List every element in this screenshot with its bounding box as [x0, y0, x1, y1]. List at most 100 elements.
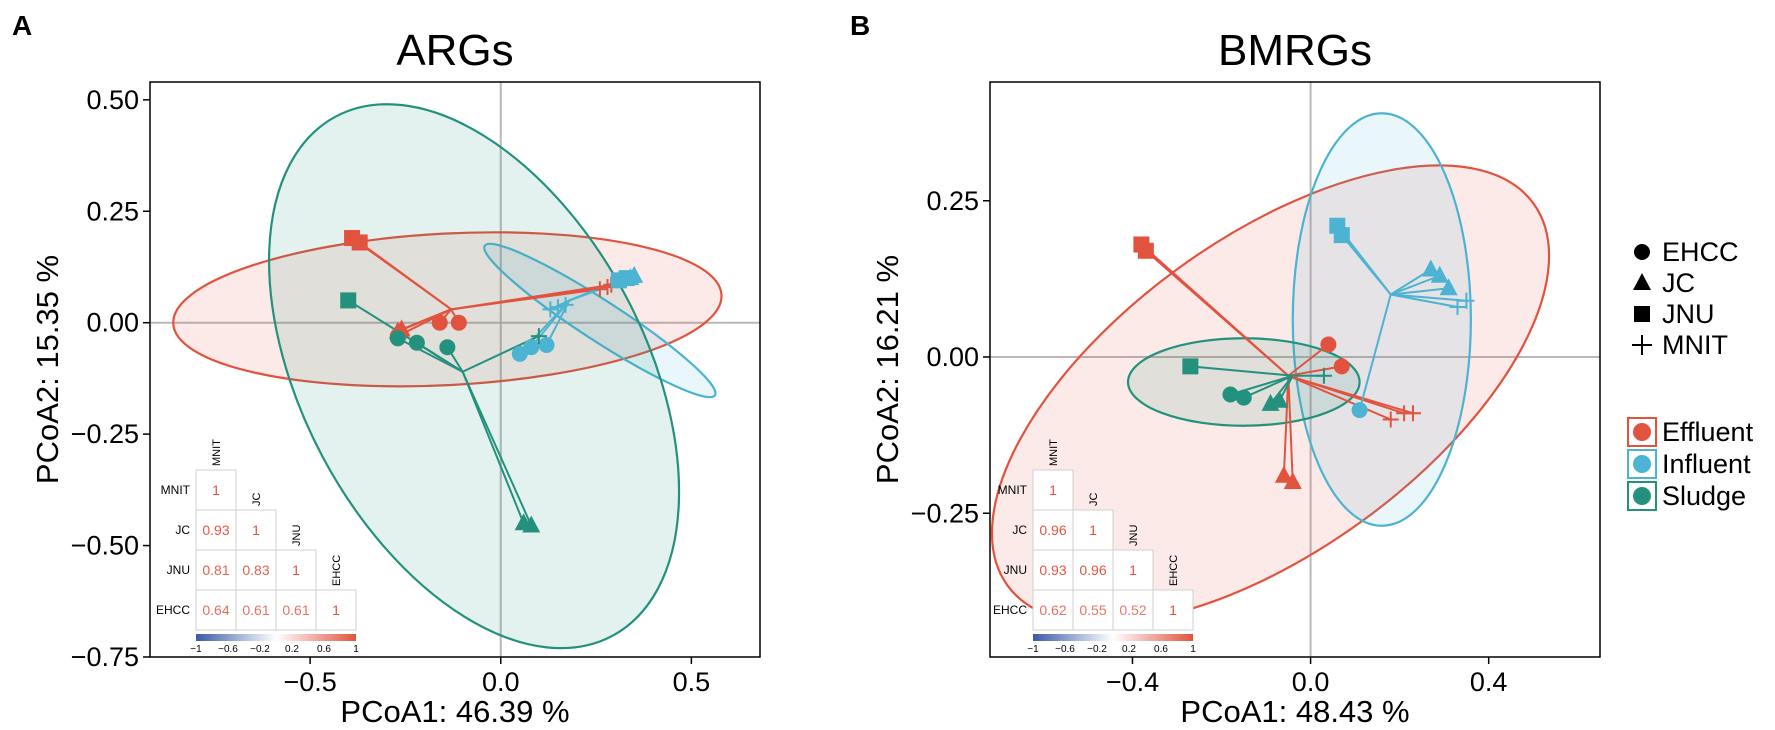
corr-cell — [1072, 509, 1114, 551]
corr-value: 1 — [252, 522, 260, 538]
point-sludge-circle — [408, 334, 425, 351]
square-icon — [1634, 306, 1650, 322]
colorbar-tick-label: 1 — [1190, 644, 1196, 655]
y-tick-label: −0.25 — [71, 419, 139, 449]
y-tick-label: 0.00 — [86, 308, 139, 338]
point-sludge-circle — [439, 339, 456, 356]
legend-label: Sludge — [1662, 481, 1746, 511]
y-axis-label: PCoA2: 16.21 % — [870, 255, 905, 484]
spider-line-effluent — [1287, 374, 1392, 421]
spider-line-effluent — [1287, 375, 1294, 483]
triangle-icon — [1633, 273, 1651, 290]
chart-title: BMRGs — [1218, 26, 1372, 75]
corr-cell — [235, 509, 277, 551]
x-tick-label: −0.5 — [283, 667, 336, 697]
circle-icon — [1633, 423, 1651, 441]
corr-cell — [195, 469, 237, 511]
legend-label: EHCC — [1662, 237, 1739, 267]
legend-label: JC — [1662, 268, 1695, 298]
corr-col-label: JNU — [291, 525, 303, 546]
spider-line-sludge — [1243, 374, 1294, 399]
plot-area — [990, 82, 1600, 657]
corr-cell — [1032, 509, 1074, 551]
colorbar-tick-label: −0.6 — [1055, 644, 1075, 655]
point-effluent-square — [1137, 242, 1154, 259]
colorbar-tick-label: −1 — [190, 644, 202, 655]
x-tick-label: 0.0 — [1292, 667, 1330, 697]
colorbar-tick-label: −1 — [1027, 644, 1039, 655]
corr-value: 0.52 — [1119, 602, 1146, 618]
spider-line-sludge — [1190, 365, 1293, 377]
corr-col-label: MNIT — [211, 439, 223, 466]
corr-value: 0.61 — [242, 602, 269, 618]
point-effluent-circle — [431, 314, 448, 331]
point-influent-square — [1329, 217, 1346, 234]
point-sludge-plus — [1315, 367, 1332, 384]
spider-line-effluent — [1288, 365, 1342, 377]
point-influent-plus — [1458, 292, 1475, 309]
corr-col-label: EHCC — [331, 555, 343, 586]
corr-value: 0.61 — [282, 602, 309, 618]
plot-area — [150, 82, 760, 657]
spider-line-influent — [1358, 294, 1392, 411]
x-axis-label: PCoA1: 46.39 % — [340, 694, 569, 725]
corr-col-label: JNU — [1128, 525, 1140, 546]
point-sludge-triangle — [522, 515, 541, 533]
corr-row-label: EHCC — [156, 603, 190, 617]
point-effluent-plus — [1382, 411, 1399, 428]
spider-line-effluent — [1145, 249, 1289, 377]
point-effluent-triangle — [1283, 472, 1302, 489]
y-tick-label: −0.75 — [71, 642, 139, 672]
spider-line-sludge — [461, 371, 533, 526]
panel-A: A ARGs −0.5 0.0 0.5 0.50 0.25 0.00 −0.25 −0.50 −0.… — [12, 10, 761, 729]
spider-line-effluent — [1288, 374, 1414, 415]
y-tick-label: 0.50 — [86, 85, 139, 115]
corr-value: 0.96 — [1079, 562, 1106, 578]
colorbar — [196, 634, 356, 641]
legend-label: JNU — [1662, 299, 1715, 329]
point-influent-circle — [511, 345, 528, 362]
y-tick-label: 0.00 — [926, 342, 979, 372]
legend-item-mnit: MNIT — [1632, 330, 1728, 360]
spider-line-effluent — [359, 241, 452, 311]
corr-cell — [235, 589, 277, 631]
ellipse-influent — [1291, 112, 1472, 527]
colorbar-tick-label: 0.6 — [317, 644, 331, 655]
y-tick-label: 0.25 — [86, 196, 139, 226]
corr-col-label: EHCC — [1168, 555, 1180, 586]
point-influent-plus — [557, 296, 574, 313]
legend-label: Effluent — [1662, 417, 1754, 447]
ellipse-influent — [483, 242, 717, 399]
legend-label: MNIT — [1662, 330, 1728, 360]
y-tick-label: 0.25 — [926, 186, 979, 216]
point-sludge-circle — [1235, 389, 1252, 406]
corr-row-label: MNIT — [161, 483, 191, 497]
spider-line-effluent — [451, 283, 612, 311]
corr-value: 1 — [212, 482, 220, 498]
colorbar-tick-label: 0.2 — [285, 644, 299, 655]
point-influent-plus — [1449, 299, 1466, 315]
spider-line-effluent — [1287, 343, 1330, 377]
colorbar-tick-label: 0.2 — [1122, 644, 1136, 655]
point-sludge-square — [340, 292, 357, 309]
panel-label: A — [12, 10, 32, 41]
x-tick-label: 0.0 — [482, 667, 520, 697]
corr-value: 0.96 — [1039, 522, 1066, 538]
spider-line-influent — [1390, 287, 1449, 296]
corr-value: 1 — [1089, 522, 1097, 538]
corr-row-label: JNU — [1004, 563, 1027, 577]
colorbar-tick-label: −0.6 — [218, 644, 238, 655]
point-influent-triangle — [1430, 265, 1449, 283]
corr-value: 0.93 — [202, 522, 229, 538]
spider-line-sludge — [461, 371, 525, 524]
corr-col-label: MNIT — [1048, 439, 1060, 466]
point-effluent-circle — [1333, 358, 1350, 375]
corr-value: 0.83 — [242, 562, 269, 578]
colorbar-tick-label: −0.2 — [250, 644, 270, 655]
corr-value: 0.93 — [1039, 562, 1066, 578]
corr-cell — [315, 589, 357, 631]
legend-item-effluent: Effluent — [1627, 417, 1754, 447]
point-influent-circle — [1351, 402, 1368, 419]
